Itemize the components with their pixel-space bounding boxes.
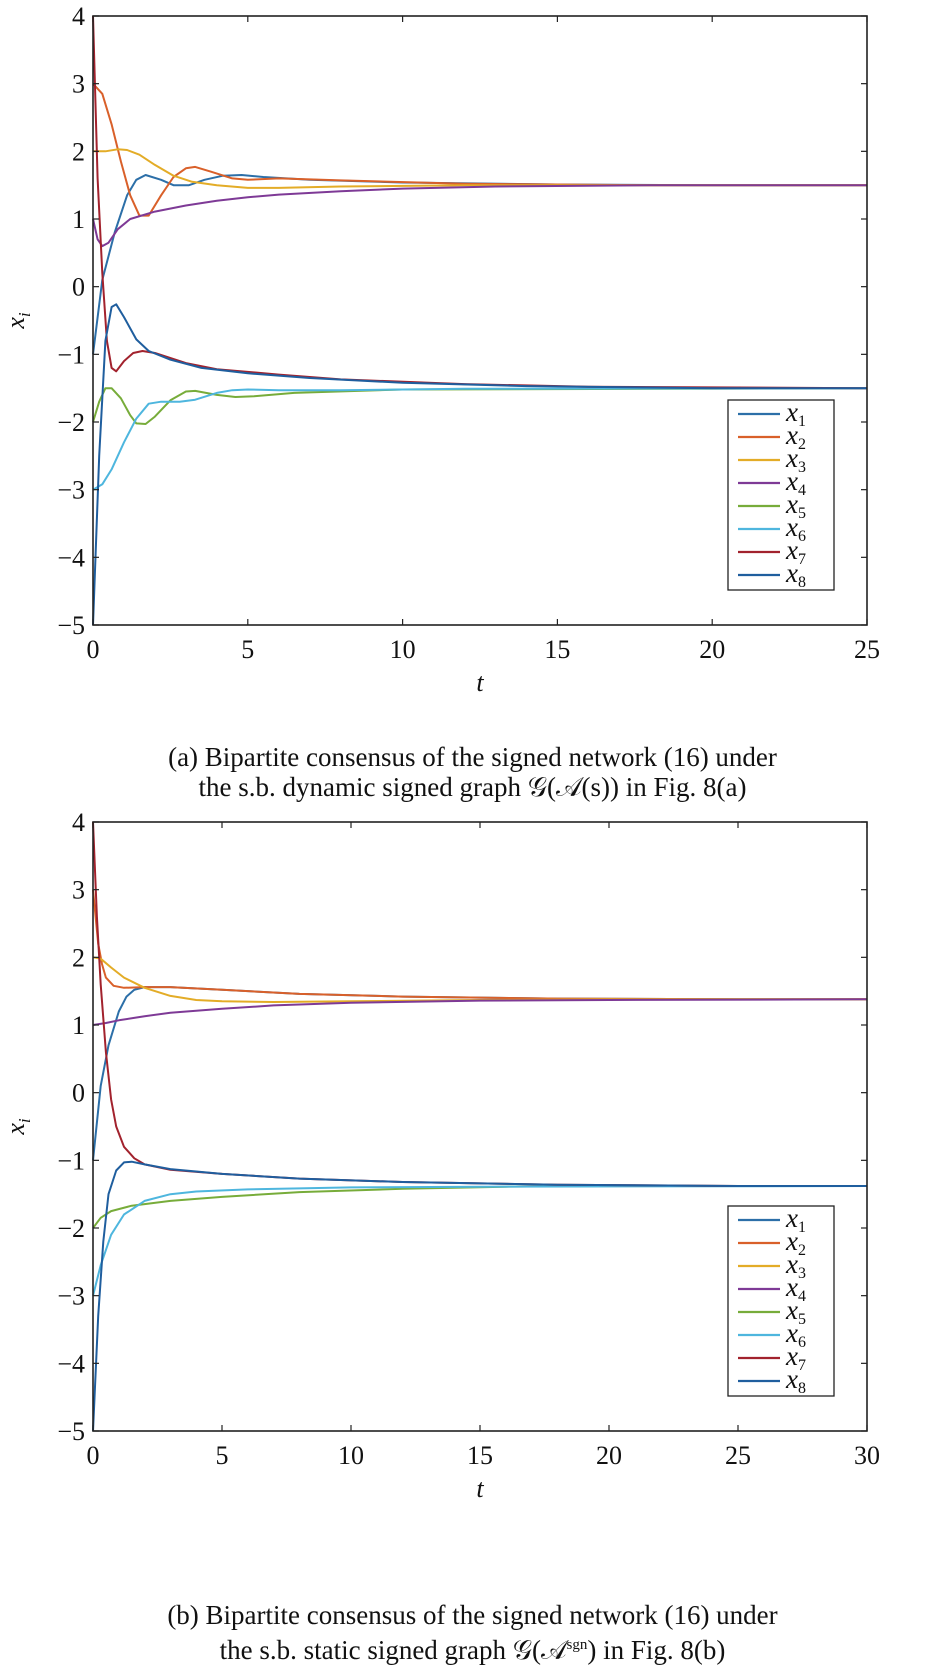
caption-b-line2: the s.b. static signed graph 𝒢(𝒜sgn) in … bbox=[0, 1630, 945, 1665]
series-line-x6 bbox=[92, 1185, 868, 1296]
y-tick-label: −3 bbox=[57, 476, 85, 505]
legend-label-x8: x8 bbox=[785, 1364, 806, 1397]
legend-label-x4: x4 bbox=[785, 466, 806, 499]
legend-label-x6: x6 bbox=[785, 1318, 806, 1351]
caption-a-line1: (a) Bipartite consensus of the signed ne… bbox=[168, 742, 777, 772]
chart-a: 0 5 10 15 20 25 −5 −4 −3 −2 −1 0 1 2 3 4 t xi x1x2x3x4x5x6… bbox=[1, 2, 880, 697]
y-tick-label: 2 bbox=[72, 943, 85, 972]
chart-b: 0 5 10 15 20 25 30 −5 −4 −3 −2 −1 0 1 2 3 4 t xi x1x2x3x4x5… bbox=[1, 808, 880, 1503]
series-line-x3 bbox=[92, 956, 867, 1003]
y-tick-label: 0 bbox=[72, 273, 85, 302]
legend-label-x4: x4 bbox=[785, 1272, 806, 1305]
legend-label-x1: x1 bbox=[785, 397, 806, 430]
legend-box bbox=[727, 399, 835, 591]
series-line-x5 bbox=[92, 387, 868, 425]
caption-b-line2-prefix: the s.b. static signed graph 𝒢(𝒜 bbox=[219, 1635, 567, 1665]
y-tick-label: 4 bbox=[72, 808, 85, 837]
legend-label-x5: x5 bbox=[785, 489, 806, 522]
series-line-x4 bbox=[92, 998, 868, 1026]
y-tick-label: 3 bbox=[72, 70, 85, 99]
caption-b-line2-sup: sgn bbox=[566, 1637, 588, 1653]
series-line-x8 bbox=[92, 303, 867, 626]
y-tick-label: 3 bbox=[72, 876, 85, 905]
y-tick-label: −4 bbox=[57, 1349, 85, 1378]
plot-frame bbox=[92, 15, 868, 626]
x-tick-label: 5 bbox=[216, 1441, 229, 1470]
x-tick-label: 20 bbox=[596, 1441, 622, 1470]
legend-label-x3: x3 bbox=[785, 1249, 806, 1282]
series-line-x1 bbox=[92, 986, 867, 1161]
x-tick-label: 15 bbox=[467, 1441, 493, 1470]
x-tick-label: 20 bbox=[699, 635, 725, 664]
series-line-x2 bbox=[92, 83, 867, 217]
x-axis-label: t bbox=[476, 1474, 484, 1503]
series-line-x4 bbox=[92, 184, 867, 248]
x-tick-label: 25 bbox=[854, 635, 880, 664]
legend-label-x2: x2 bbox=[785, 1226, 806, 1259]
x-tick-label: 15 bbox=[544, 635, 570, 664]
y-tick-label: 0 bbox=[72, 1079, 85, 1108]
x-axis-label: t bbox=[476, 668, 484, 697]
legend-label-x6: x6 bbox=[785, 512, 806, 545]
y-tick-label: −2 bbox=[57, 408, 85, 437]
x-tick-label: 5 bbox=[241, 635, 254, 664]
caption-a-line2: the s.b. dynamic signed graph 𝒢(𝒜(s)) in… bbox=[198, 772, 747, 802]
y-tick-label: −4 bbox=[57, 543, 85, 572]
series-group bbox=[92, 15, 868, 626]
series-line-x8 bbox=[92, 1160, 867, 1432]
series-line-x6 bbox=[92, 387, 868, 491]
series-line-x2 bbox=[92, 889, 867, 1001]
legend-label-x7: x7 bbox=[785, 535, 806, 568]
y-tick-label: −5 bbox=[57, 1417, 85, 1446]
x-tick-label: 10 bbox=[338, 1441, 364, 1470]
y-tick-label: 4 bbox=[72, 2, 85, 31]
legend-label-x7: x7 bbox=[785, 1341, 806, 1374]
legend-label-x5: x5 bbox=[785, 1295, 806, 1328]
caption-b-line2-suffix: ) in Fig. 8(b) bbox=[587, 1635, 726, 1665]
y-tick-label: −5 bbox=[57, 611, 85, 640]
caption-b-line1: (b) Bipartite consensus of the signed ne… bbox=[167, 1600, 778, 1630]
y-axis-label: xi bbox=[1, 1118, 34, 1136]
x-tick-label: 0 bbox=[87, 1441, 100, 1470]
y-tick-label: −1 bbox=[57, 340, 85, 369]
caption-b: (b) Bipartite consensus of the signed ne… bbox=[0, 1600, 945, 1665]
y-axis-label: xi bbox=[1, 312, 34, 330]
x-tick-label: 25 bbox=[725, 1441, 751, 1470]
y-tick-label: 1 bbox=[72, 1011, 85, 1040]
y-tick-label: 1 bbox=[72, 205, 85, 234]
y-tick-label: 2 bbox=[72, 137, 85, 166]
series-group bbox=[92, 821, 868, 1432]
y-tick-label: −3 bbox=[57, 1282, 85, 1311]
x-tick-label: 30 bbox=[854, 1441, 880, 1470]
x-tick-label: 10 bbox=[390, 635, 416, 664]
series-line-x7 bbox=[92, 821, 867, 1187]
series-line-x3 bbox=[93, 148, 867, 189]
y-tick-label: −2 bbox=[57, 1214, 85, 1243]
y-tick-label: −1 bbox=[57, 1146, 85, 1175]
legend-label-x8: x8 bbox=[785, 558, 806, 591]
legend-label-x2: x2 bbox=[785, 420, 806, 453]
legend-label-x3: x3 bbox=[785, 443, 806, 476]
caption-a: (a) Bipartite consensus of the signed ne… bbox=[0, 742, 945, 802]
x-tick-label: 0 bbox=[87, 635, 100, 664]
legend-box bbox=[727, 1205, 835, 1397]
legend-label-x1: x1 bbox=[785, 1203, 806, 1236]
